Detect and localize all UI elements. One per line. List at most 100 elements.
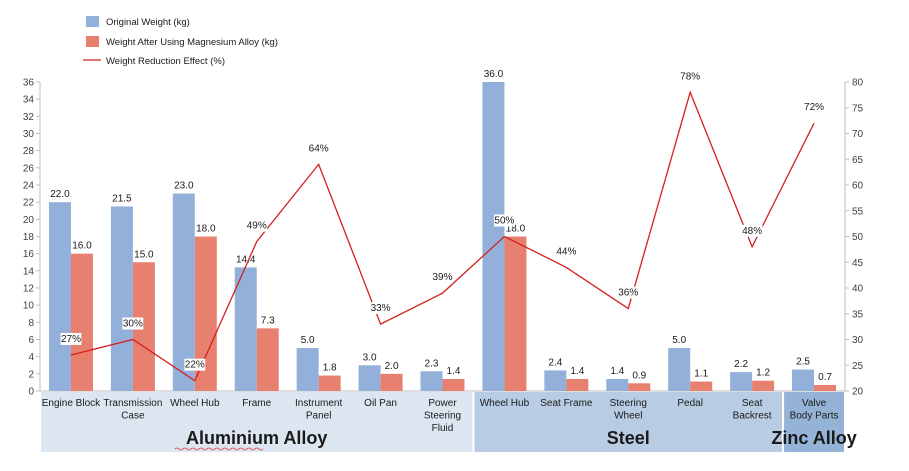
data-label-reduction: 50% <box>494 216 514 227</box>
category-label-line: Body Parts <box>790 411 839 422</box>
category-label-line: Transmission <box>103 398 162 409</box>
bar-original-weight <box>172 193 195 391</box>
left-axis-tick-label: 24 <box>23 181 35 192</box>
right-axis-tick-label: 30 <box>852 335 864 346</box>
left-axis-tick-label: 26 <box>23 163 35 174</box>
category-label-line: Case <box>121 411 145 422</box>
bar-magnesium-weight <box>628 383 651 391</box>
bar-magnesium-weight <box>814 384 837 391</box>
left-axis-tick-label: 32 <box>23 112 35 123</box>
right-axis-tick-label: 45 <box>852 258 864 269</box>
bar-original-weight <box>482 82 505 391</box>
category-labels: Engine Block Transmission Case Wheel Hub Fra… <box>42 398 839 434</box>
reduction-line-series: 27% 30% 22% 49% 64% 33% 39% 50% 44% 36% 78% 48% 72% <box>60 70 825 382</box>
data-label-reduction: 39% <box>432 272 452 283</box>
right-axis-tick-label: 20 <box>852 387 864 398</box>
data-label-magnesium-weight: 15.0 <box>134 249 154 260</box>
data-label-reduction: 22% <box>185 360 205 371</box>
category-label: Instrument Panel <box>295 398 342 422</box>
bar-original-weight <box>792 369 815 391</box>
line-label-background <box>679 70 701 83</box>
left-axis-tick-label: 22 <box>23 198 35 209</box>
bar-magnesium-weight <box>70 253 93 391</box>
category-label: Power Steering Fluid <box>424 398 461 434</box>
legend-swatch-original-weight <box>86 16 99 27</box>
category-label: Seat Frame <box>540 398 593 409</box>
data-label-original-weight: 3.0 <box>363 352 377 363</box>
category-label-line: Wheel <box>614 411 642 422</box>
data-label-original-weight: 14.4 <box>236 254 256 265</box>
right-axis-tick-label: 65 <box>852 155 864 166</box>
category-label-line: Wheel Hub <box>480 398 530 409</box>
right-y-axis: 20 25 30 35 40 45 50 55 60 65 70 75 80 <box>844 78 864 398</box>
data-label-reduction: 64% <box>309 143 329 154</box>
left-axis-tick-label: 4 <box>28 352 34 363</box>
category-label: Oil Pan <box>364 398 397 409</box>
right-axis-tick-label: 50 <box>852 232 864 243</box>
bar-original-weight <box>296 348 319 391</box>
line-label-background <box>803 101 825 114</box>
data-label-original-weight: 2.3 <box>425 358 439 369</box>
data-label-reduction: 36% <box>618 288 638 299</box>
line-label-background <box>555 245 577 258</box>
data-label-reduction: 72% <box>804 102 824 113</box>
right-axis-tick-label: 40 <box>852 284 864 295</box>
bar-original-weight <box>110 206 133 391</box>
group-band-0 <box>41 392 473 452</box>
right-axis-tick-label: 70 <box>852 129 864 140</box>
data-label-reduction: 78% <box>680 71 700 82</box>
group-label-0: Aluminium Alloy <box>186 428 327 448</box>
left-axis-tick-label: 18 <box>23 232 35 243</box>
data-label-original-weight: 2.4 <box>548 357 562 368</box>
left-axis-tick-label: 10 <box>23 301 35 312</box>
category-label: Wheel Hub <box>480 398 530 409</box>
legend-label-original-weight: Original Weight (kg) <box>106 17 190 28</box>
data-label-magnesium-weight: 18.0 <box>506 224 526 235</box>
left-axis-tick-label: 20 <box>23 215 35 226</box>
data-label-magnesium-weight: 0.7 <box>818 372 832 383</box>
data-label-reduction: 44% <box>556 246 576 257</box>
right-axis-tick-label: 35 <box>852 309 864 320</box>
category-label-line: Power <box>428 398 457 409</box>
data-label-reduction: 27% <box>61 334 81 345</box>
category-label: Seat Backrest <box>733 398 772 422</box>
legend-swatch-magnesium-weight <box>86 36 99 47</box>
left-axis-tick-label: 14 <box>23 266 35 277</box>
bar-original-weight <box>48 202 71 391</box>
data-label-original-weight: 2.2 <box>734 359 748 370</box>
data-label-magnesium-weight: 16.0 <box>72 241 92 252</box>
line-label-background <box>60 332 82 345</box>
legend-label-reduction: Weight Reduction Effect (%) <box>106 56 225 67</box>
data-label-reduction: 49% <box>247 221 267 232</box>
line-label-background <box>432 271 453 284</box>
bar-magnesium-weight <box>194 236 217 391</box>
left-axis-tick-label: 12 <box>23 284 35 295</box>
data-label-reduction: 33% <box>371 303 391 314</box>
bar-magnesium-weight <box>318 375 341 391</box>
right-axis-tick-label: 55 <box>852 206 864 217</box>
right-axis-tick-label: 60 <box>852 181 864 192</box>
data-label-magnesium-weight: 1.1 <box>694 369 708 380</box>
data-label-original-weight: 5.0 <box>301 335 315 346</box>
bar-original-weight <box>420 371 443 391</box>
category-label: Transmission Case <box>103 398 162 422</box>
category-label-line: Engine Block <box>42 398 101 409</box>
line-label-background <box>184 358 206 371</box>
group-band-1 <box>474 392 783 452</box>
bar-magnesium-weight <box>132 262 155 391</box>
bar-original-weight <box>606 378 629 391</box>
right-axis-tick-label: 75 <box>852 103 864 114</box>
category-label: Frame <box>242 398 271 409</box>
category-label: Engine Block <box>42 398 101 409</box>
category-label-line: Seat <box>742 398 763 409</box>
category-label-line: Wheel Hub <box>170 398 220 409</box>
bar-series: 22.0 16.0 21.5 15.0 23.0 18.0 14.4 7.3 5.0 1.8 3.0… <box>48 69 837 391</box>
category-label-line: Frame <box>242 398 271 409</box>
data-label-magnesium-weight: 2.0 <box>385 361 399 372</box>
group-band-2 <box>784 392 844 452</box>
category-label-line: Panel <box>306 411 332 422</box>
data-label-magnesium-weight: 1.4 <box>570 366 584 377</box>
reduction-line <box>70 90 815 382</box>
category-label-line: Pedal <box>677 398 703 409</box>
